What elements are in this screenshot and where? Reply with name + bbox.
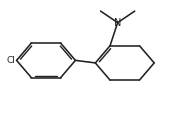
Text: Cl: Cl [7, 56, 16, 65]
Text: N: N [114, 18, 121, 28]
